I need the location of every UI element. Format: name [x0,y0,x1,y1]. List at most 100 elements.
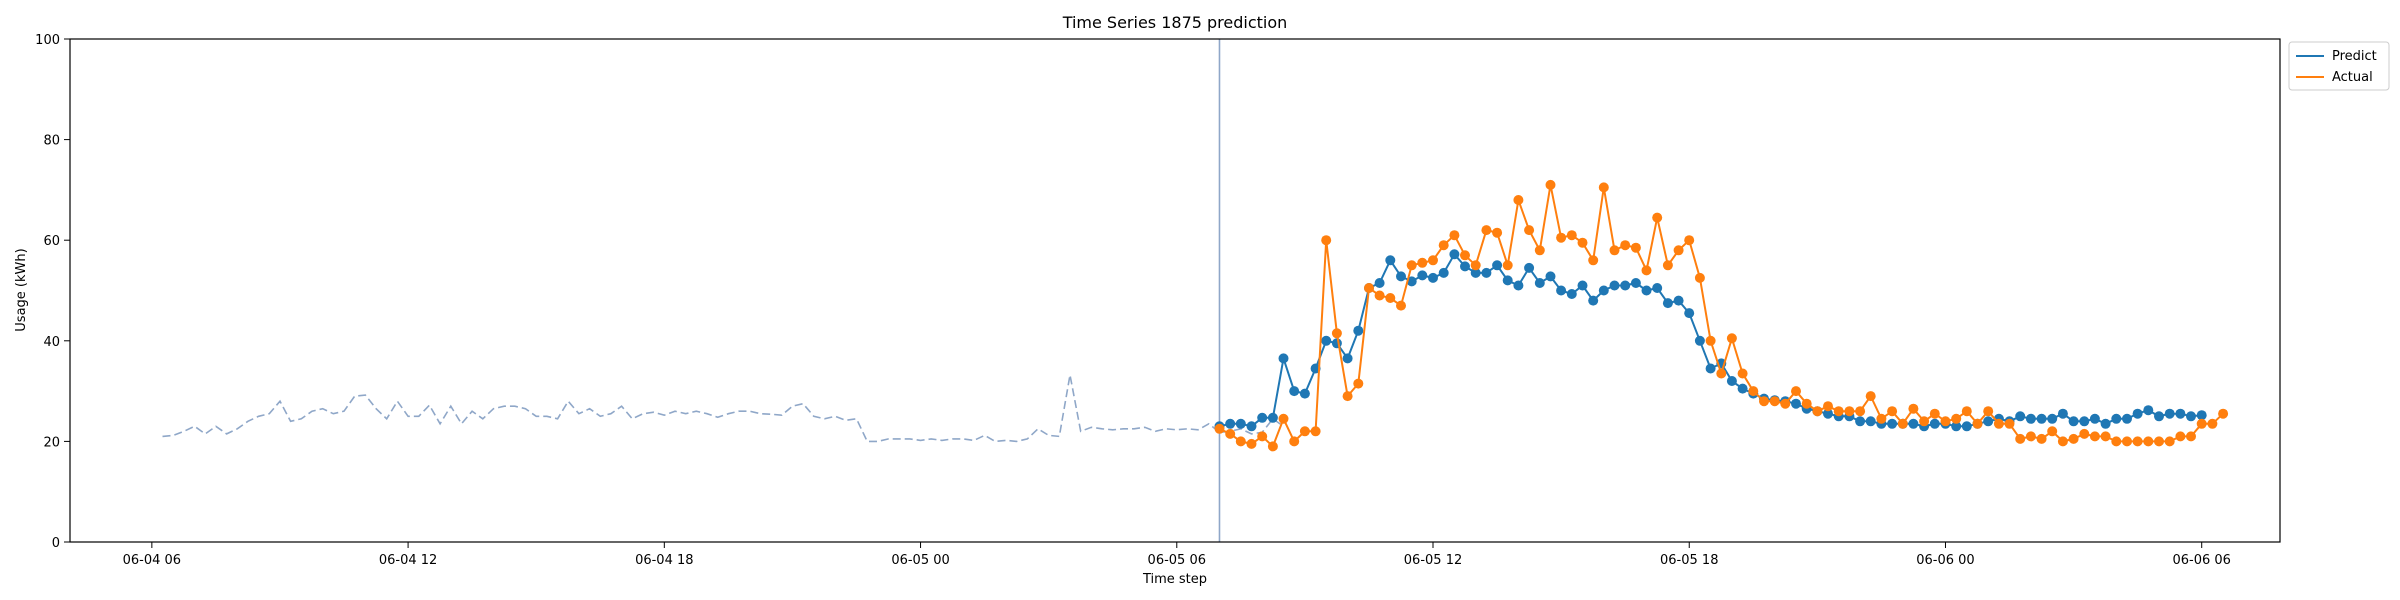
x-axis-label: Time step [1142,572,1207,587]
predict-point [2047,413,2058,424]
x-tick-label: 06-04 06 [123,553,181,568]
legend: Predict Actual [2288,41,2390,91]
x-tick-label: 06-05 18 [1660,553,1718,568]
predict-point [1791,398,1801,409]
actual-point [1993,418,2004,429]
predict-point [2068,416,2079,427]
actual-point [1919,416,1930,427]
actual-point [2186,431,2196,442]
predict-point [1566,289,1577,299]
legend-predict-label: Predict [2332,49,2377,64]
predict-point [2122,413,2132,424]
predict-point [1524,262,1535,273]
actual-point [1812,406,1823,417]
predict-point [2154,411,2164,422]
actual-point [1417,257,1428,268]
predict-point [1684,308,1695,319]
predict-point [1673,295,1684,306]
predict-point [1257,412,1268,423]
actual-point [2196,418,2207,429]
actual-point [1524,225,1535,236]
predict-point [1961,421,1972,432]
predict-point [1267,412,1278,423]
predict-point [1823,408,1833,419]
y-tick-label: 80 [43,134,60,149]
x-tick-label: 06-06 06 [2172,553,2230,568]
predict-point [1577,280,1588,291]
predict-point [1460,261,1470,272]
predict-point [2132,408,2143,419]
actual-point [2036,433,2047,444]
predict-point [1726,376,1737,386]
actual-point [1342,391,1353,402]
actual-point [1887,406,1898,417]
actual-point [1481,225,1492,236]
actual-point [1961,406,1972,417]
actual-point [1225,428,1236,439]
y-axis: 0 20 40 60 80 100 [35,33,70,551]
actual-point [1353,378,1364,389]
actual-point [1267,441,1278,452]
actual-point [2154,436,2164,447]
actual-point [1641,265,1652,276]
predict-point [1865,416,1876,427]
predict-point [2100,418,2111,429]
predict-point [1705,363,1716,374]
actual-point [2015,433,2026,444]
predict-point [1321,335,1332,346]
actual-point [2068,433,2079,444]
predict-point [1470,267,1481,278]
actual-point [1492,227,1503,238]
actual-point [1406,260,1417,271]
y-tick-label: 60 [43,234,60,249]
predict-point [1694,335,1705,346]
predict-point [1620,280,1631,291]
predict-point [2143,405,2154,416]
actual-point [1588,255,1599,266]
actual-point [1791,386,1801,397]
actual-point [1556,232,1567,243]
actual-point [1214,423,1225,434]
actual-point [1545,179,1556,190]
predict-point [2175,408,2186,419]
predict-point [1908,418,1919,429]
predict-point [2057,408,2068,419]
actual-point [2111,436,2122,447]
predict-point [2089,413,2100,424]
x-tick-label: 06-05 06 [1148,553,1206,568]
actual-point [2004,418,2015,429]
y-tick-label: 100 [35,33,60,48]
actual-point [1374,290,1385,301]
actual-point [1972,418,1983,429]
actual-point [1652,212,1663,223]
actual-point [1983,406,1994,417]
actual-point [1759,396,1769,407]
predict-point [1396,271,1406,282]
actual-point [1748,386,1759,397]
actual-point [2047,426,2058,437]
actual-point [1460,250,1470,261]
actual-point [1876,413,1887,424]
predict-point [2015,411,2026,422]
actual-point [1513,195,1524,205]
history-layer [162,374,1284,443]
actual-point [2122,436,2132,447]
predict-point [1662,298,1673,309]
actual-point [1673,245,1684,256]
actual-point [1855,406,1866,417]
predict-point [2036,413,2047,424]
predict-point [1641,285,1652,296]
predict-point [1481,267,1492,278]
actual-point [1801,398,1812,409]
predict-point [1492,260,1503,271]
actual-point [1694,272,1705,283]
predict-point [1598,285,1609,296]
predict-point [1353,325,1364,336]
predict-point [1887,418,1898,429]
predict-point [1406,276,1417,287]
predict-point [1609,280,1620,291]
predict-point [1588,295,1599,306]
predict-point [1502,275,1513,286]
actual-point [1502,260,1513,271]
